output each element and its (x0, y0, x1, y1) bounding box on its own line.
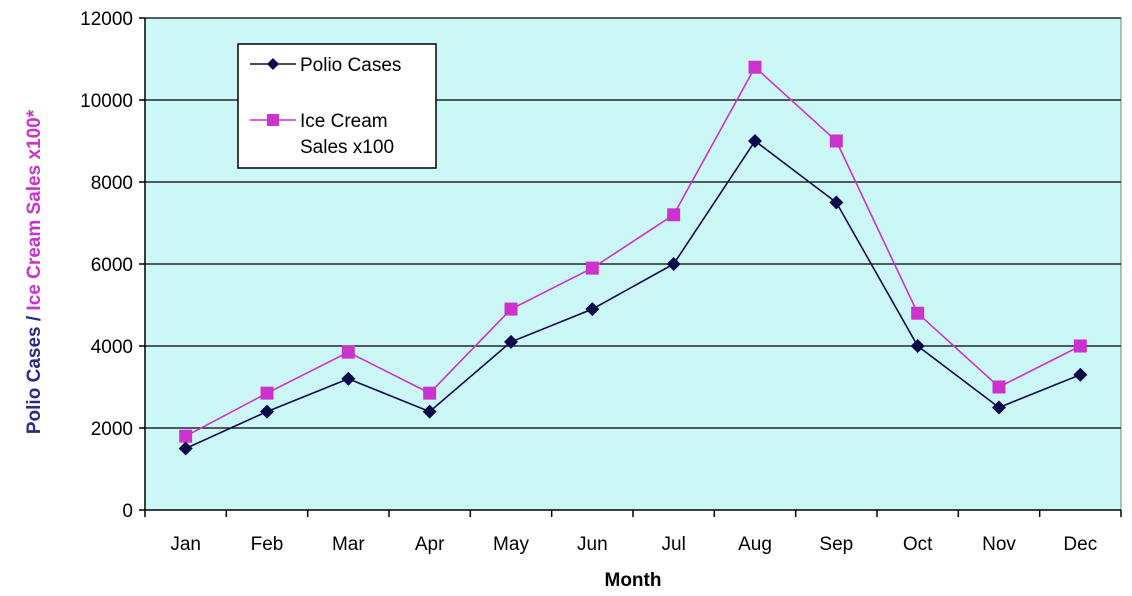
x-tick-label: Nov (982, 534, 1016, 555)
series-layer (178, 60, 1088, 456)
y-axis-title: Polio Cases / Ice Cream Sales x100* (24, 109, 45, 434)
data-point-square (829, 134, 843, 148)
y-tick-label: 10000 (80, 91, 133, 112)
x-tick-label: Oct (903, 534, 933, 555)
data-point-square (911, 306, 925, 320)
data-point-square (748, 60, 762, 74)
data-point-diamond (341, 371, 356, 386)
data-point-diamond (260, 404, 274, 419)
data-point-diamond (992, 400, 1006, 415)
data-point-square (1073, 339, 1087, 353)
data-point-square (585, 261, 599, 275)
axes: 0 2000 4000 6000 8000 10000 12000 Jan Feb Mar Apr M… (80, 9, 1122, 555)
legend-label: Ice Cream (300, 111, 388, 132)
data-point-square (504, 302, 518, 316)
series-line (185, 65, 1081, 437)
data-point-diamond (1073, 367, 1088, 382)
data-point-diamond (178, 441, 193, 456)
x-tick-label: Dec (1063, 534, 1097, 555)
x-tick-label: Sep (819, 534, 853, 555)
y-tick-label: 6000 (91, 255, 133, 276)
x-tick-label: Mar (332, 534, 365, 555)
data-point-square (260, 386, 274, 400)
y-tick-label: 0 (122, 501, 133, 522)
data-point-diamond (666, 257, 681, 271)
legend-label: Sales x100 (300, 137, 394, 158)
series-line (185, 139, 1081, 450)
x-axis-title: Month (605, 570, 662, 591)
data-point-diamond (504, 334, 518, 349)
x-tick-label: Feb (251, 534, 284, 555)
y-tick-label: 12000 (80, 9, 133, 30)
x-tick-label: Jun (577, 534, 608, 555)
x-tick-label: Apr (415, 534, 445, 555)
legend-marker-diamond (267, 58, 279, 70)
x-tick-label: Aug (738, 534, 772, 555)
data-point-square (423, 386, 437, 400)
x-tick-label: May (493, 534, 529, 555)
data-point-square (179, 429, 193, 443)
series-0 (178, 134, 1088, 456)
legend: Polio Cases Ice Cream Sales x100 (237, 43, 437, 169)
x-tick-label: Jul (662, 534, 686, 555)
series-1 (179, 60, 1087, 443)
data-point-square (992, 380, 1006, 394)
data-point-diamond (748, 134, 762, 148)
x-tick-label: Jan (170, 534, 201, 555)
legend-marker-square (267, 114, 279, 126)
y-tick-label: 2000 (91, 419, 133, 440)
data-point-square (341, 345, 355, 359)
data-point-diamond (910, 339, 925, 353)
data-point-diamond (422, 404, 437, 419)
data-point-square (667, 208, 681, 222)
y-tick-label: 4000 (91, 337, 133, 358)
legend-label: Polio Cases (300, 55, 401, 76)
y-tick-label: 8000 (91, 173, 133, 194)
y-axis-title-part: Ice Cream Sales x100* (24, 109, 45, 310)
y-axis-title-part: Polio Cases / (24, 311, 45, 435)
data-point-diamond (585, 302, 600, 317)
data-point-diamond (829, 195, 844, 210)
